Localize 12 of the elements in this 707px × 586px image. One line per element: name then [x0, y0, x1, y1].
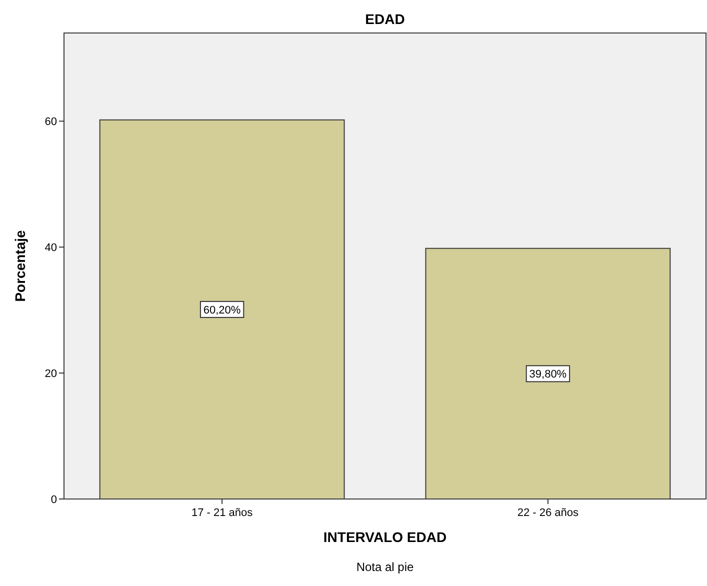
y-tick-label: 0 — [50, 494, 57, 506]
data-label: 39,80% — [529, 368, 567, 381]
y-tick-label: 20 — [44, 368, 57, 380]
text: Nota al pie — [356, 560, 414, 574]
y-tick-label: 40 — [44, 242, 57, 254]
y-axis-title: Porcentaje — [12, 230, 28, 302]
x-tick-label: 22 - 26 años — [517, 507, 580, 519]
y-tick-label: 60 — [44, 116, 57, 128]
chart-title: EDAD — [365, 11, 405, 27]
x-axis-title: INTERVALO EDAD — [323, 529, 447, 545]
data-label: 60,20% — [203, 304, 241, 316]
x-tick-label: 17 - 21 años — [191, 507, 254, 519]
